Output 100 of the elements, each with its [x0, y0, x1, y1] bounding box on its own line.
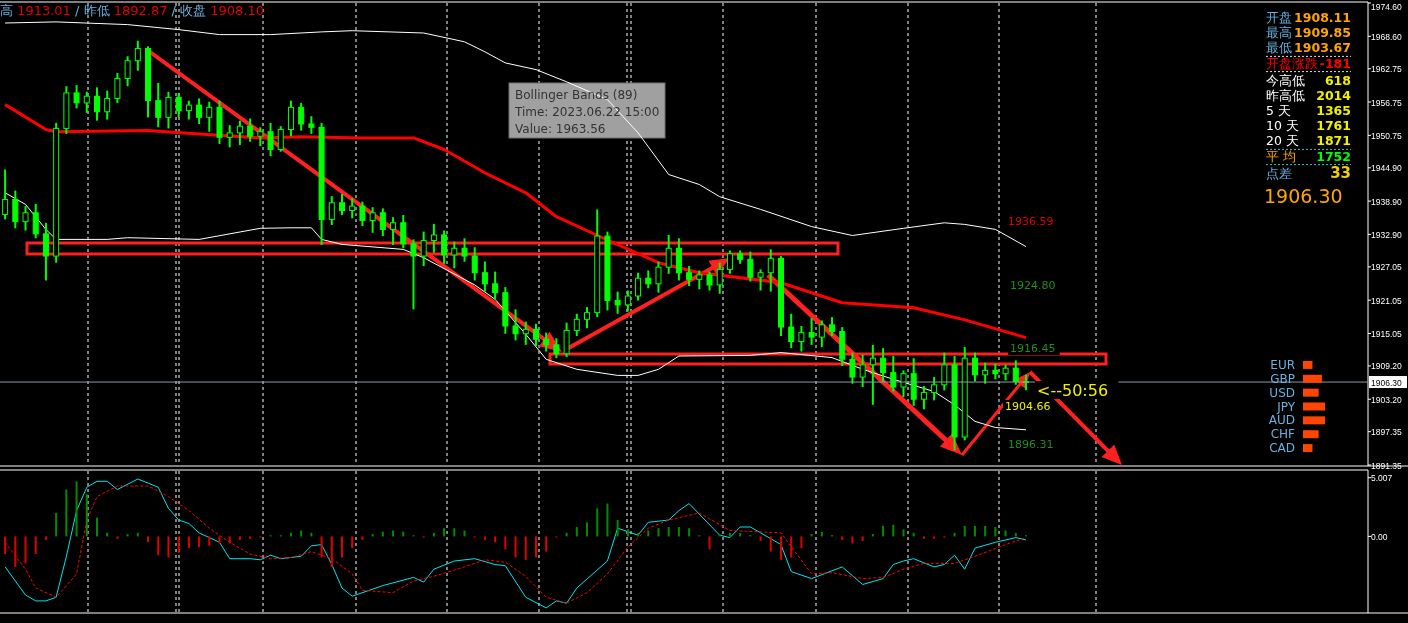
bar [882, 525, 885, 537]
bar [759, 536, 762, 542]
candlestick [706, 270, 713, 292]
annotation: 昨高低 2014 [1266, 87, 1352, 103]
candlestick [461, 237, 468, 263]
y-tick-label: 1938.90 [1371, 196, 1402, 207]
bar [249, 536, 252, 539]
candlestick [73, 84, 80, 110]
bar [973, 525, 976, 537]
text: 10 天 1761 [1266, 118, 1351, 134]
y-tick-label: CAD [1269, 441, 1295, 456]
y-tick-label: EUR [1270, 357, 1295, 372]
bar [606, 503, 609, 537]
candlestick [12, 189, 19, 230]
candlestick [410, 238, 417, 311]
bar [494, 536, 497, 543]
bar [677, 527, 680, 537]
candlestick [573, 312, 580, 337]
bar [330, 536, 333, 567]
annotation: 1924.80 [1010, 279, 1056, 292]
bar [779, 536, 782, 560]
bar [790, 536, 793, 558]
text: 5 天 1365 [1266, 103, 1351, 118]
candlestick [757, 268, 764, 292]
candlestick [165, 90, 172, 130]
y-tick-label: 1927.05 [1371, 262, 1402, 273]
y-tick-label: USD [1269, 385, 1295, 400]
bar [708, 536, 711, 550]
candlestick [481, 260, 488, 293]
bar [351, 536, 354, 549]
candlestick [430, 222, 437, 254]
bar [688, 528, 691, 537]
candlestick [32, 202, 39, 240]
bar [4, 536, 7, 554]
bar [575, 527, 578, 537]
y-tick-label: 1956.75 [1371, 97, 1402, 108]
candlestick [696, 269, 703, 291]
bar [994, 527, 997, 537]
candlestick [869, 343, 876, 406]
annotation: 1936.59 [1008, 215, 1054, 228]
bar [65, 489, 68, 537]
candlestick [114, 71, 121, 104]
candlestick [931, 376, 938, 402]
bar [1303, 374, 1322, 383]
chart-title: 高 1913.01 / 昨低 1892.87 / 收盘 1908.10 [0, 3, 264, 18]
y-tick-label: 1950.75 [1371, 130, 1402, 141]
annotation: 最高 1909.85 [1266, 25, 1351, 41]
candlestick [277, 125, 284, 153]
bar [341, 536, 343, 558]
candlestick [206, 100, 213, 133]
candlestick [522, 320, 529, 346]
candlestick [614, 290, 621, 315]
candlestick [767, 248, 774, 293]
y-tick-label: JPY [1276, 399, 1296, 414]
bar [851, 536, 854, 544]
annotation: 1906.30 [1264, 184, 1343, 207]
candlestick [635, 271, 642, 302]
bar [167, 536, 170, 558]
candlestick [655, 260, 662, 294]
y-tick-label: CHF [1270, 427, 1296, 442]
candlestick [900, 369, 907, 399]
bar [95, 517, 98, 537]
bar [443, 528, 446, 537]
bar [657, 528, 660, 537]
candlestick [328, 195, 335, 226]
bar [1303, 360, 1313, 369]
bar [44, 536, 47, 540]
bar [238, 536, 241, 540]
y-tick-label: 1903.20 [1371, 394, 1402, 405]
bar [769, 536, 772, 552]
candlestick [369, 206, 376, 234]
bar [157, 536, 160, 556]
candlestick [818, 319, 825, 349]
candlestick [267, 121, 274, 158]
candlestick [104, 89, 111, 121]
candlestick [185, 99, 192, 121]
candlestick [798, 324, 805, 353]
y-tick-label: 0.00 [1371, 531, 1388, 542]
bar [24, 536, 27, 564]
bar [1303, 388, 1319, 397]
candlestick [83, 90, 90, 114]
candlestick [2, 168, 9, 221]
y-tick-label: 1932.90 [1371, 229, 1402, 240]
bar [75, 481, 78, 537]
bar [534, 536, 537, 558]
text: 20 天 1871 [1266, 133, 1351, 149]
annotation: <--50:56 [1037, 381, 1109, 400]
candlestick [788, 312, 795, 350]
bar [667, 527, 670, 537]
candlestick [390, 216, 397, 246]
bar [984, 525, 987, 537]
annotation: 1904.66 [1005, 400, 1051, 413]
y-tick-label: 1974.60 [1371, 2, 1402, 12]
y-tick-label: 1897.35 [1371, 427, 1402, 438]
text: 点差 33 [1266, 163, 1351, 182]
annotation: 最低 1903.67 [1266, 40, 1351, 56]
candlestick [441, 229, 448, 265]
candlestick [686, 265, 693, 288]
candlestick [941, 351, 948, 392]
candlestick [196, 97, 203, 125]
